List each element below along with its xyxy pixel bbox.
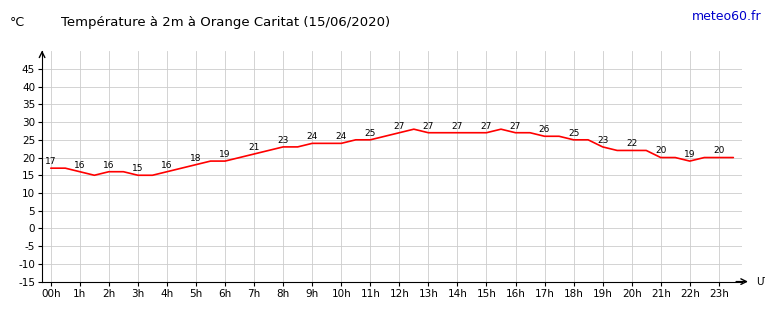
Text: 16: 16 bbox=[161, 161, 173, 170]
Text: UTC: UTC bbox=[757, 276, 765, 287]
Text: 15: 15 bbox=[132, 164, 144, 173]
Text: 16: 16 bbox=[74, 161, 86, 170]
Text: 25: 25 bbox=[365, 129, 376, 138]
Text: 27: 27 bbox=[509, 122, 521, 131]
Text: 20: 20 bbox=[655, 147, 666, 156]
Text: Température à 2m à Orange Caritat (15/06/2020): Température à 2m à Orange Caritat (15/06… bbox=[61, 16, 390, 29]
Text: 20: 20 bbox=[713, 147, 724, 156]
Text: 19: 19 bbox=[220, 150, 231, 159]
Text: 21: 21 bbox=[249, 143, 260, 152]
Text: 27: 27 bbox=[480, 122, 492, 131]
Text: 27: 27 bbox=[451, 122, 463, 131]
Text: °C: °C bbox=[10, 16, 25, 29]
Text: 26: 26 bbox=[539, 125, 550, 134]
Text: 27: 27 bbox=[394, 122, 405, 131]
Text: meteo60.fr: meteo60.fr bbox=[692, 10, 761, 23]
Text: 24: 24 bbox=[307, 132, 317, 141]
Text: 18: 18 bbox=[190, 154, 202, 163]
Text: 27: 27 bbox=[423, 122, 434, 131]
Text: 25: 25 bbox=[568, 129, 579, 138]
Text: 24: 24 bbox=[336, 132, 347, 141]
Text: 22: 22 bbox=[626, 139, 637, 148]
Text: 23: 23 bbox=[278, 136, 289, 145]
Text: 23: 23 bbox=[597, 136, 608, 145]
Text: 16: 16 bbox=[103, 161, 115, 170]
Text: 17: 17 bbox=[45, 157, 57, 166]
Text: 19: 19 bbox=[684, 150, 695, 159]
